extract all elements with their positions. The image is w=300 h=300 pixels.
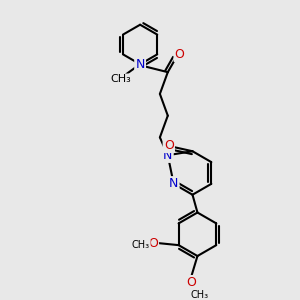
Text: N: N bbox=[163, 149, 172, 162]
Text: O: O bbox=[175, 48, 184, 61]
Text: CH₃: CH₃ bbox=[190, 290, 208, 300]
Text: O: O bbox=[187, 276, 196, 289]
Text: N: N bbox=[169, 177, 178, 190]
Text: CH₃: CH₃ bbox=[110, 74, 131, 84]
Text: N: N bbox=[135, 58, 145, 71]
Text: O: O bbox=[164, 139, 174, 152]
Text: CH₃: CH₃ bbox=[132, 240, 150, 250]
Text: O: O bbox=[148, 237, 158, 250]
